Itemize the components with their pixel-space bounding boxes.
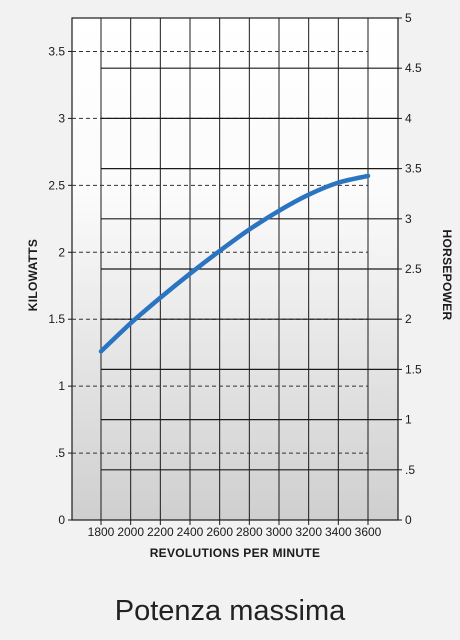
x-tick-label: 3200	[295, 525, 322, 539]
y2-tick-label: 1	[405, 413, 412, 427]
y-tick-label: 1.5	[48, 312, 65, 326]
x-tick-label: 2000	[117, 525, 144, 539]
y-axis-label: KILOWATTS	[26, 239, 40, 311]
y-tick-label: 1	[58, 379, 65, 393]
grid	[72, 18, 398, 520]
y-tick-label: 3	[58, 111, 65, 125]
chart-caption: Potenza massima	[115, 595, 346, 627]
x-tick-label: 3400	[325, 525, 352, 539]
series	[98, 173, 371, 354]
y-tick-label: 0	[58, 513, 65, 527]
y2-tick-label: 2.5	[405, 262, 422, 276]
x-tick-label: 1800	[88, 525, 115, 539]
y2-axis-label: HORSEPOWER	[440, 229, 454, 320]
x-tick-label: 2200	[147, 525, 174, 539]
x-tick-label: 2400	[177, 525, 204, 539]
y-tick-label: 2	[58, 245, 65, 259]
y2-tick-label: 0	[405, 513, 412, 527]
y2-tick-label: 3.5	[405, 162, 422, 176]
x-tick-label: 2600	[206, 525, 233, 539]
y2-tick-label: 5	[405, 11, 412, 25]
x-axis-label: REVOLUTIONS PER MINUTE	[150, 546, 321, 560]
y-tick-label: 3.5	[48, 44, 65, 58]
y2-tick-label: 3	[405, 212, 412, 226]
x-tick-label: 3000	[266, 525, 293, 539]
y-tick-label: 2.5	[48, 178, 65, 192]
ticks: 1800 2000 2200 2400 2600 2800 3000 3200 3400 3600…	[48, 11, 422, 539]
x-tick-label: 3600	[355, 525, 382, 539]
y2-tick-label: 2	[405, 312, 412, 326]
y-tick-label: .5	[55, 446, 65, 460]
y2-tick-label: .5	[405, 463, 415, 477]
y2-tick-label: 1.5	[405, 362, 422, 376]
x-tick-label: 2800	[236, 525, 263, 539]
y2-tick-label: 4	[405, 111, 412, 125]
power-curve-line	[98, 173, 371, 354]
y2-tick-label: 4.5	[405, 61, 422, 75]
